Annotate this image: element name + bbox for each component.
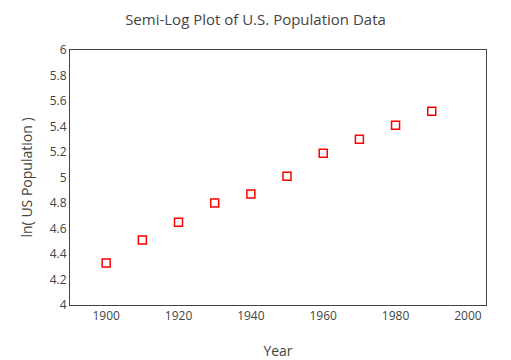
svg-text:Year: Year <box>263 341 292 360</box>
svg-text:5.6: 5.6 <box>50 92 67 109</box>
svg-text:1960: 1960 <box>309 307 337 324</box>
svg-text:4: 4 <box>60 296 67 313</box>
svg-text:5.4: 5.4 <box>50 118 67 135</box>
svg-text:Semi-Log Plot of U.S. Populati: Semi-Log Plot of U.S. Population Data <box>125 9 386 29</box>
svg-text:ln( US Population ): ln( US Population ) <box>17 117 36 237</box>
svg-text:4.8: 4.8 <box>50 194 67 211</box>
svg-text:4.6: 4.6 <box>50 220 67 237</box>
svg-text:4.4: 4.4 <box>50 245 67 262</box>
svg-text:1980: 1980 <box>382 307 410 324</box>
svg-text:1940: 1940 <box>237 307 265 324</box>
svg-text:1920: 1920 <box>165 307 193 324</box>
svg-text:5.2: 5.2 <box>50 143 67 160</box>
svg-text:4.2: 4.2 <box>50 271 67 288</box>
svg-text:1900: 1900 <box>92 307 120 324</box>
svg-text:5.8: 5.8 <box>50 67 67 84</box>
svg-text:5: 5 <box>60 169 67 186</box>
svg-text:2000: 2000 <box>454 307 482 324</box>
svg-text:6: 6 <box>60 41 67 58</box>
